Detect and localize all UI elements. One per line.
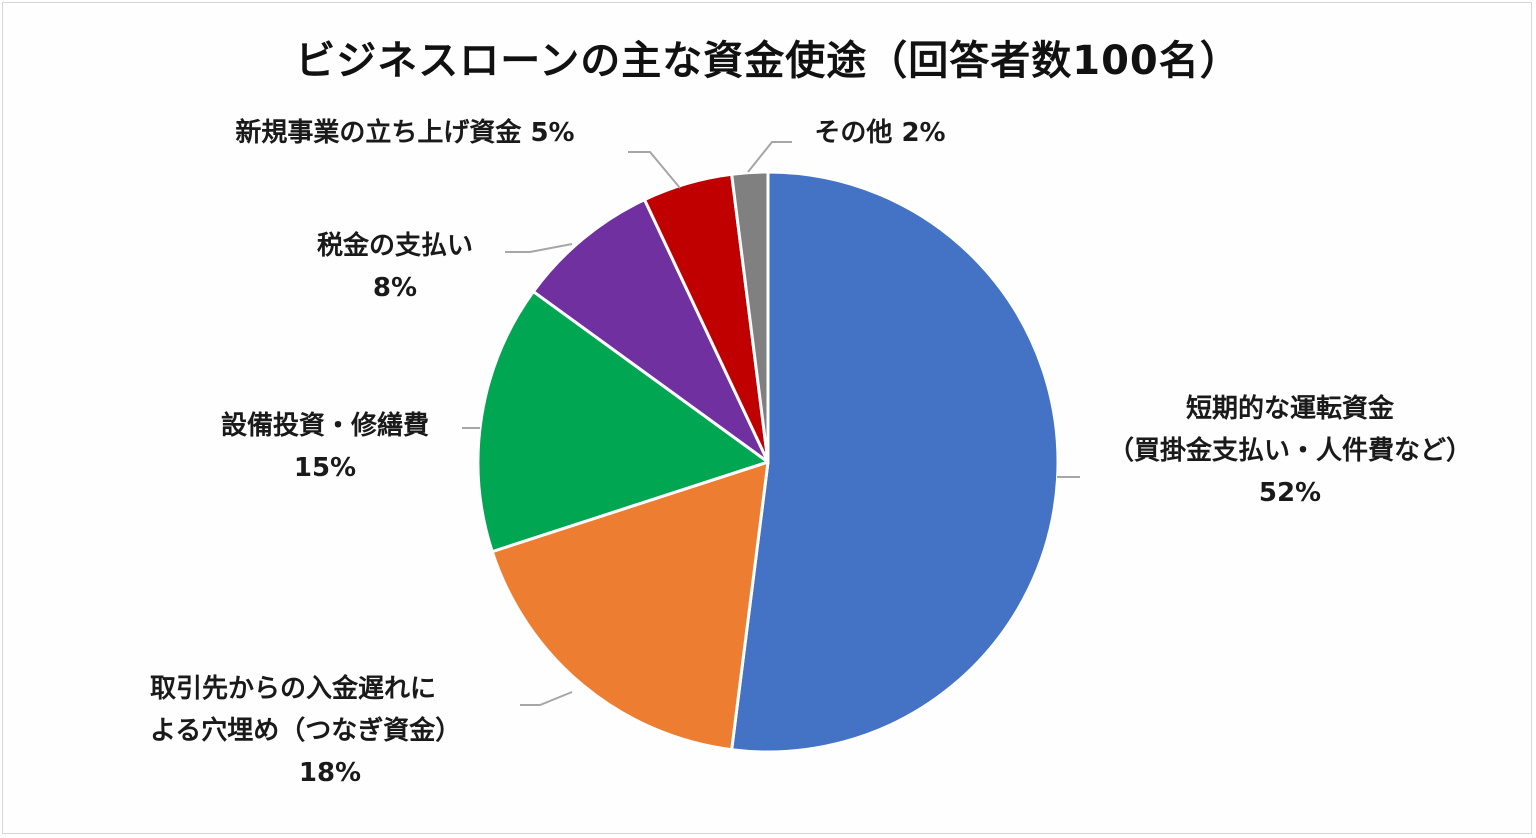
leader-line-newbiz: [628, 151, 681, 189]
pie-slice: [490, 460, 770, 752]
label-text: よる穴埋め（つなぎ資金）: [150, 716, 462, 746]
label-percent: 8%: [372, 273, 418, 303]
label-text: 短期的な運転資金: [1185, 394, 1394, 424]
label-text: 取引先からの入金遅れに: [150, 674, 437, 704]
label-text: （買掛金支払い・人件費など）: [1107, 436, 1472, 466]
leader-line-tax: [505, 243, 573, 253]
label-text: 税金の支払い: [316, 231, 473, 261]
pie-slice: [730, 170, 1060, 754]
leader-line-bridge: [520, 691, 573, 706]
label-percent: 18%: [298, 758, 362, 788]
leader-line-other: [747, 141, 792, 173]
label-percent: 52%: [1258, 478, 1322, 508]
label-text: 設備投資・修繕費: [220, 411, 429, 441]
label-working-capital: 短期的な運転資金 （買掛金支払い・人件費など） 52%: [1080, 388, 1500, 514]
label-equipment: 設備投資・修繕費 15%: [185, 405, 465, 489]
label-tax: 税金の支払い 8%: [280, 225, 510, 309]
label-bridge-funding: 取引先からの入金遅れに よる穴埋め（つなぎ資金） 18%: [150, 668, 530, 794]
label-new-business: 新規事業の立ち上げ資金 5%: [180, 112, 630, 154]
label-other: その他 2%: [790, 112, 970, 154]
pie-slice: [531, 198, 770, 464]
label-text: 新規事業の立ち上げ資金 5%: [235, 118, 575, 148]
label-text: その他 2%: [814, 118, 946, 148]
pie-slice: [476, 290, 770, 554]
pie-slice: [730, 170, 770, 464]
label-percent: 15%: [293, 453, 357, 483]
chart-title: ビジネスローンの主な資金使途（回答者数100名）: [295, 38, 1241, 84]
